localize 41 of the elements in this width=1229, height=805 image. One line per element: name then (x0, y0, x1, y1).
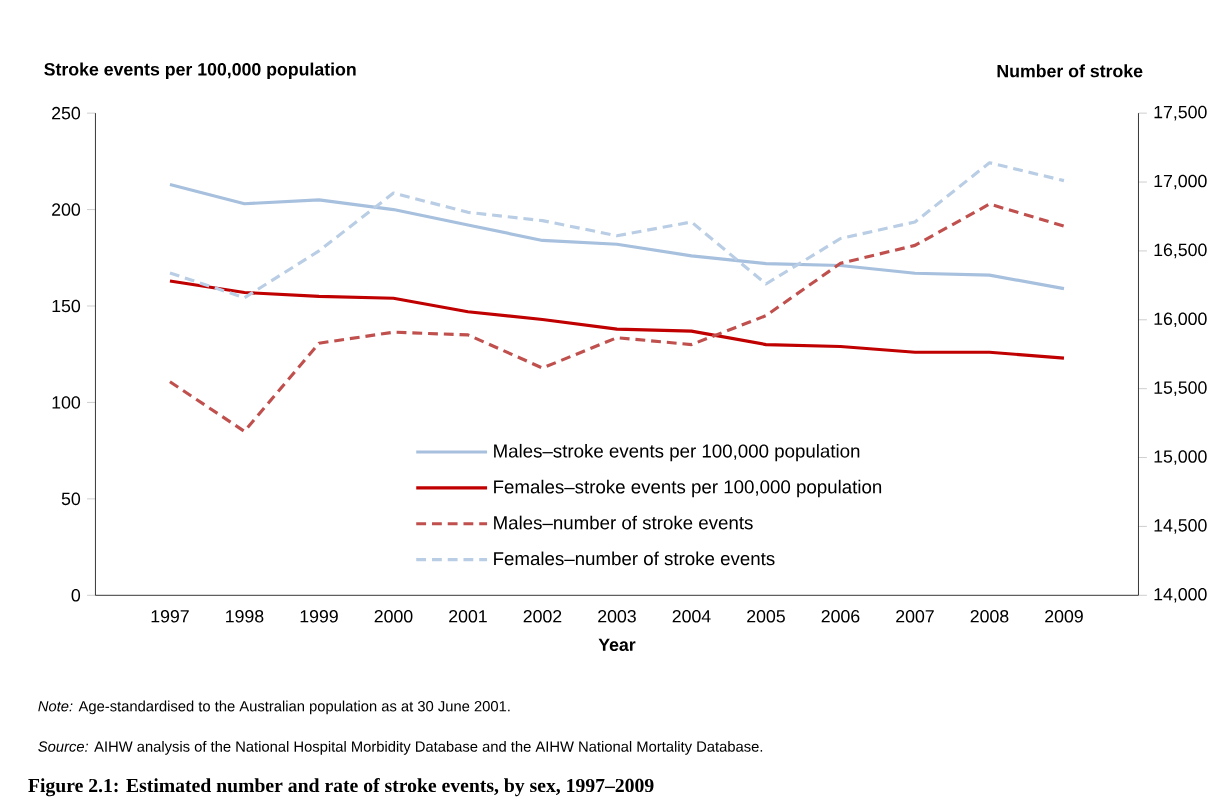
line-series (168, 279, 1066, 360)
x-tick-label: 2002 (523, 610, 562, 623)
y2-tick-label: 17,500 (1154, 105, 1207, 121)
x-tick-label: 1999 (300, 610, 338, 623)
y-tick-label: 100 (52, 396, 81, 409)
y2-tick-label: 14,500 (1154, 519, 1207, 534)
y-tick-label: 150 (52, 299, 81, 313)
line-series (168, 182, 1066, 291)
x-tick-label: 2009 (1045, 610, 1083, 623)
y-tick-label: 200 (52, 203, 81, 216)
line-series (168, 161, 1066, 300)
y-axis-title: Stroke events per 100,000 population (44, 62, 356, 80)
y2-tick-label: 16,000 (1154, 312, 1207, 328)
legend-label: Males–stroke events per 100,000 population (494, 443, 860, 462)
x-tick-label: 2006 (821, 610, 860, 623)
legend-label: Males–number of stroke events (494, 515, 753, 530)
x-tick-label: 2003 (598, 610, 636, 623)
y2-tick-label: 15,500 (1154, 381, 1207, 397)
x-tick-label: 2001 (449, 610, 487, 623)
text: Figure 2.1: Estimated number and rate of stroke events, by sex, 1997–2009 (28, 778, 654, 797)
text: Note: Age-standardised to the Australian population as at 30 June 2001. (38, 700, 510, 715)
x-axis-title: Year (598, 638, 636, 652)
x-tick-label: 2004 (672, 610, 711, 623)
x-tick-label: 1998 (226, 610, 264, 623)
x-tick-label: 2000 (374, 610, 413, 623)
legend-label: Females–stroke events per 100,000 population (494, 479, 882, 498)
y2-tick-label: 14,000 (1154, 588, 1207, 603)
x-tick-label: 2005 (747, 610, 785, 623)
x-tick-label: 1997 (151, 610, 189, 623)
y-tick-label: 0 (71, 589, 81, 602)
x-tick-label: 2007 (896, 610, 934, 623)
y-tick-label: 50 (61, 492, 81, 506)
y2-axis-title: Number of stroke (997, 64, 1143, 78)
y2-tick-label: 15,000 (1154, 450, 1207, 465)
y-tick-label: 250 (52, 106, 81, 120)
y2-tick-label: 16,500 (1154, 243, 1207, 259)
x-tick-label: 2008 (970, 610, 1009, 623)
text: Source: AIHW analysis of the National Hospital Morbidity Database and the AIHW National Mortality Database. (38, 741, 763, 755)
legend-label: Females–number of stroke events (494, 551, 775, 566)
line-series (168, 202, 1066, 433)
y2-tick-label: 17,000 (1154, 174, 1207, 190)
